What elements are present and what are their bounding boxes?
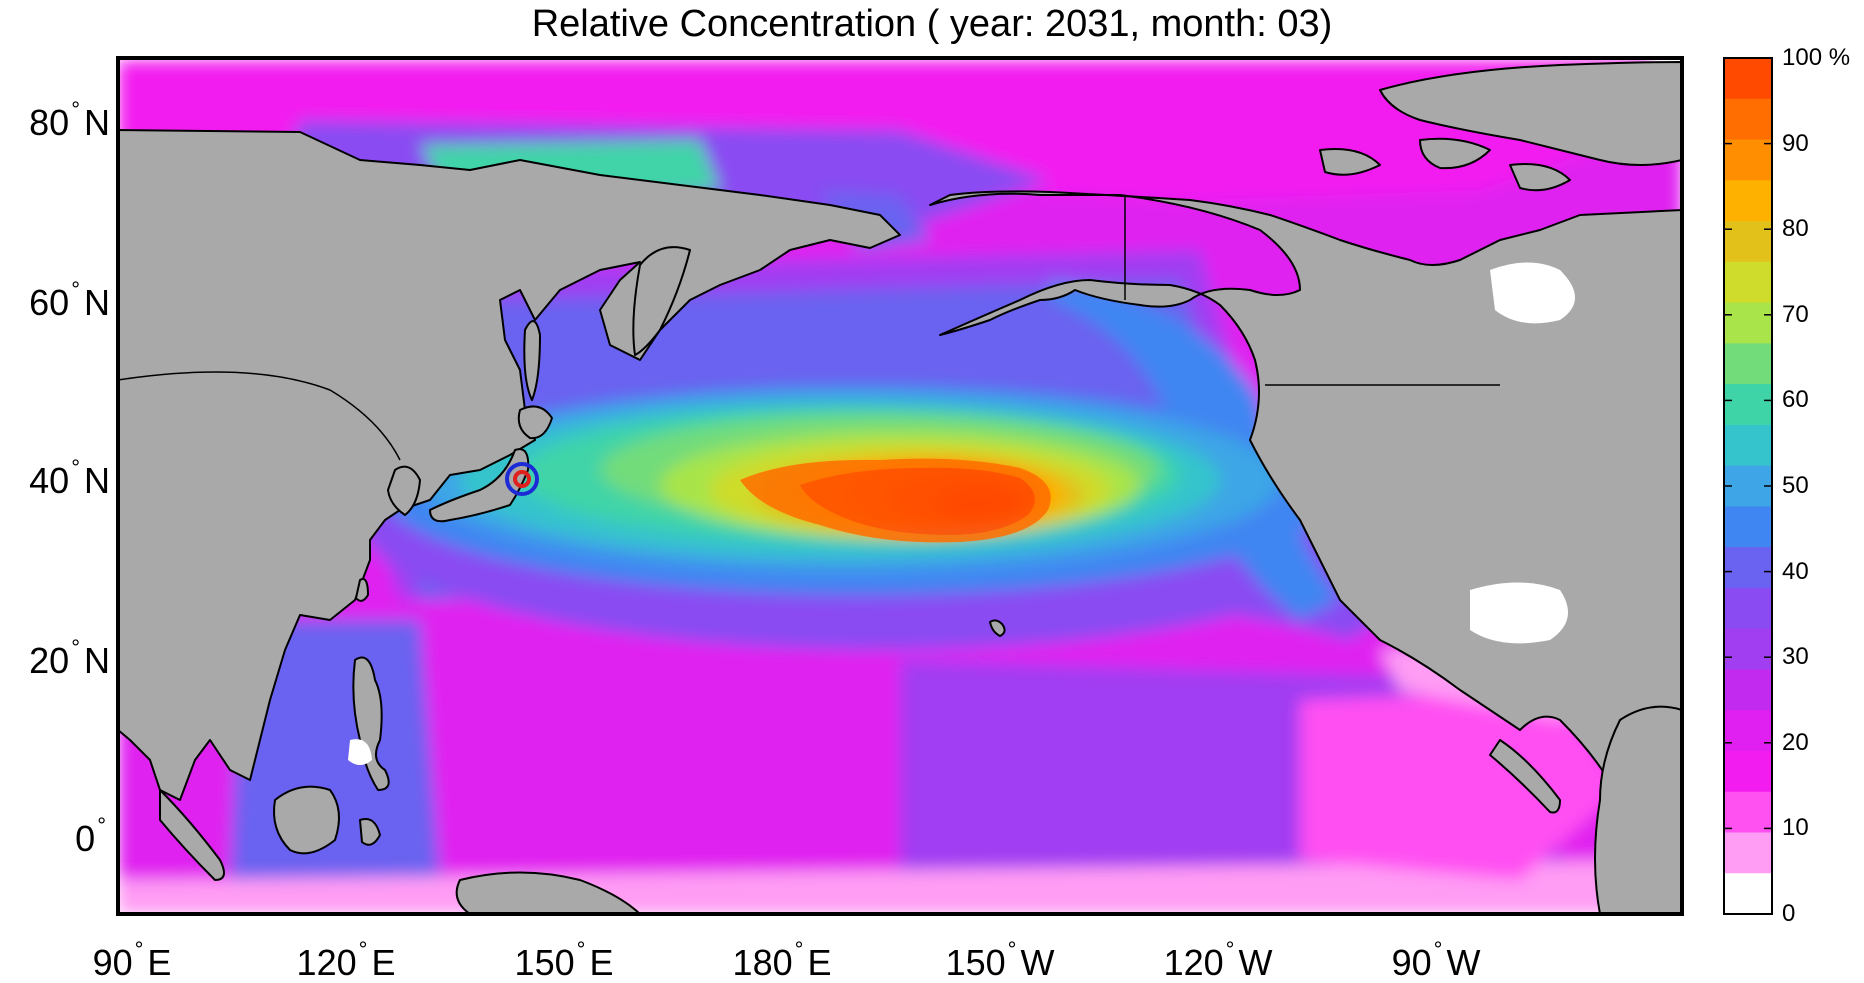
map-title: Relative Concentration ( year: 2031, mon…	[531, 3, 1333, 45]
colorbar-frame	[1723, 57, 1773, 915]
lon-label: 120° W	[1163, 937, 1273, 983]
taiwan	[355, 578, 369, 602]
colorbar-segment	[1724, 343, 1772, 385]
hawaii	[989, 619, 1006, 637]
colorbar-segment	[1724, 302, 1772, 344]
lat-label: 80° N	[29, 97, 110, 143]
colorbar-segment	[1724, 180, 1772, 222]
colorbar-segment	[1724, 424, 1772, 467]
lon-label: 120° E	[296, 937, 396, 983]
arctic-island	[1419, 137, 1491, 170]
colorbar-segment	[1724, 58, 1772, 100]
philippines	[352, 656, 390, 791]
colorbar-segment	[1724, 710, 1772, 752]
new-guinea	[455, 871, 641, 914]
lon-label: 180° E	[732, 937, 832, 983]
colorbar-segment	[1724, 832, 1772, 874]
lon-label: 90° W	[1391, 937, 1481, 983]
land	[118, 61, 1682, 914]
south-america	[1594, 705, 1682, 914]
greenland	[1379, 61, 1682, 166]
colorbar-segment	[1724, 98, 1772, 141]
kamchatka	[632, 246, 691, 356]
colorbar-tick-label: 20	[1782, 728, 1809, 756]
north-america-landmass	[929, 190, 1682, 801]
colorbar-tick-label: 0	[1782, 900, 1796, 927]
colorbar-segment	[1724, 669, 1772, 711]
colorbar-segment	[1724, 587, 1772, 630]
colorbar-tick-label: 100 %	[1782, 44, 1851, 71]
arctic-island	[1509, 163, 1571, 192]
korea-peninsula	[387, 465, 421, 516]
colorbar-tick-label: 90	[1782, 129, 1809, 157]
colorbar-tick-label: 80	[1782, 215, 1809, 243]
arctic-island	[1319, 148, 1381, 176]
colorbar-tick-label: 70	[1782, 300, 1809, 328]
colorbar-tick-label: 10	[1782, 814, 1809, 842]
lat-label: 20° N	[29, 635, 110, 681]
lat-label: 40° N	[29, 455, 110, 501]
borneo	[273, 785, 340, 855]
no-data-patches	[348, 262, 1575, 765]
colorbar-tick-label: 40	[1782, 557, 1809, 585]
lat-label: 0°	[75, 813, 106, 859]
sumatra	[159, 789, 225, 881]
colorbar-segment	[1724, 261, 1772, 304]
lon-label: 150° E	[514, 937, 614, 983]
colorbar-segment	[1724, 791, 1772, 834]
colorbar	[1724, 57, 1772, 915]
map-frame	[116, 56, 1684, 916]
colorbar-tick-label: 30	[1782, 643, 1809, 671]
lat-label: 60° N	[29, 277, 110, 323]
colorbar-segment	[1724, 628, 1772, 671]
lon-label: 90° E	[92, 937, 172, 983]
colorbar-segment	[1724, 506, 1772, 548]
colorbar-segment	[1724, 221, 1772, 263]
colorbar-segment	[1724, 873, 1772, 915]
lon-label: 150° W	[945, 937, 1055, 983]
colorbar-segment	[1724, 547, 1772, 589]
concentration-field	[118, 58, 1682, 914]
colorbar-segment	[1724, 139, 1772, 181]
colorbar-tick-label: 60	[1782, 386, 1809, 414]
sakhalin	[523, 320, 541, 401]
sulawesi	[359, 818, 381, 846]
japan-hokkaido	[517, 405, 553, 440]
colorbar-segment	[1724, 750, 1772, 793]
colorbar-tick-label: 50	[1782, 472, 1809, 499]
colorbar-segment	[1724, 384, 1772, 426]
asia-landmass	[118, 129, 901, 801]
japan-honshu	[429, 448, 530, 523]
source-marker	[505, 462, 539, 496]
central-america	[1489, 739, 1561, 814]
